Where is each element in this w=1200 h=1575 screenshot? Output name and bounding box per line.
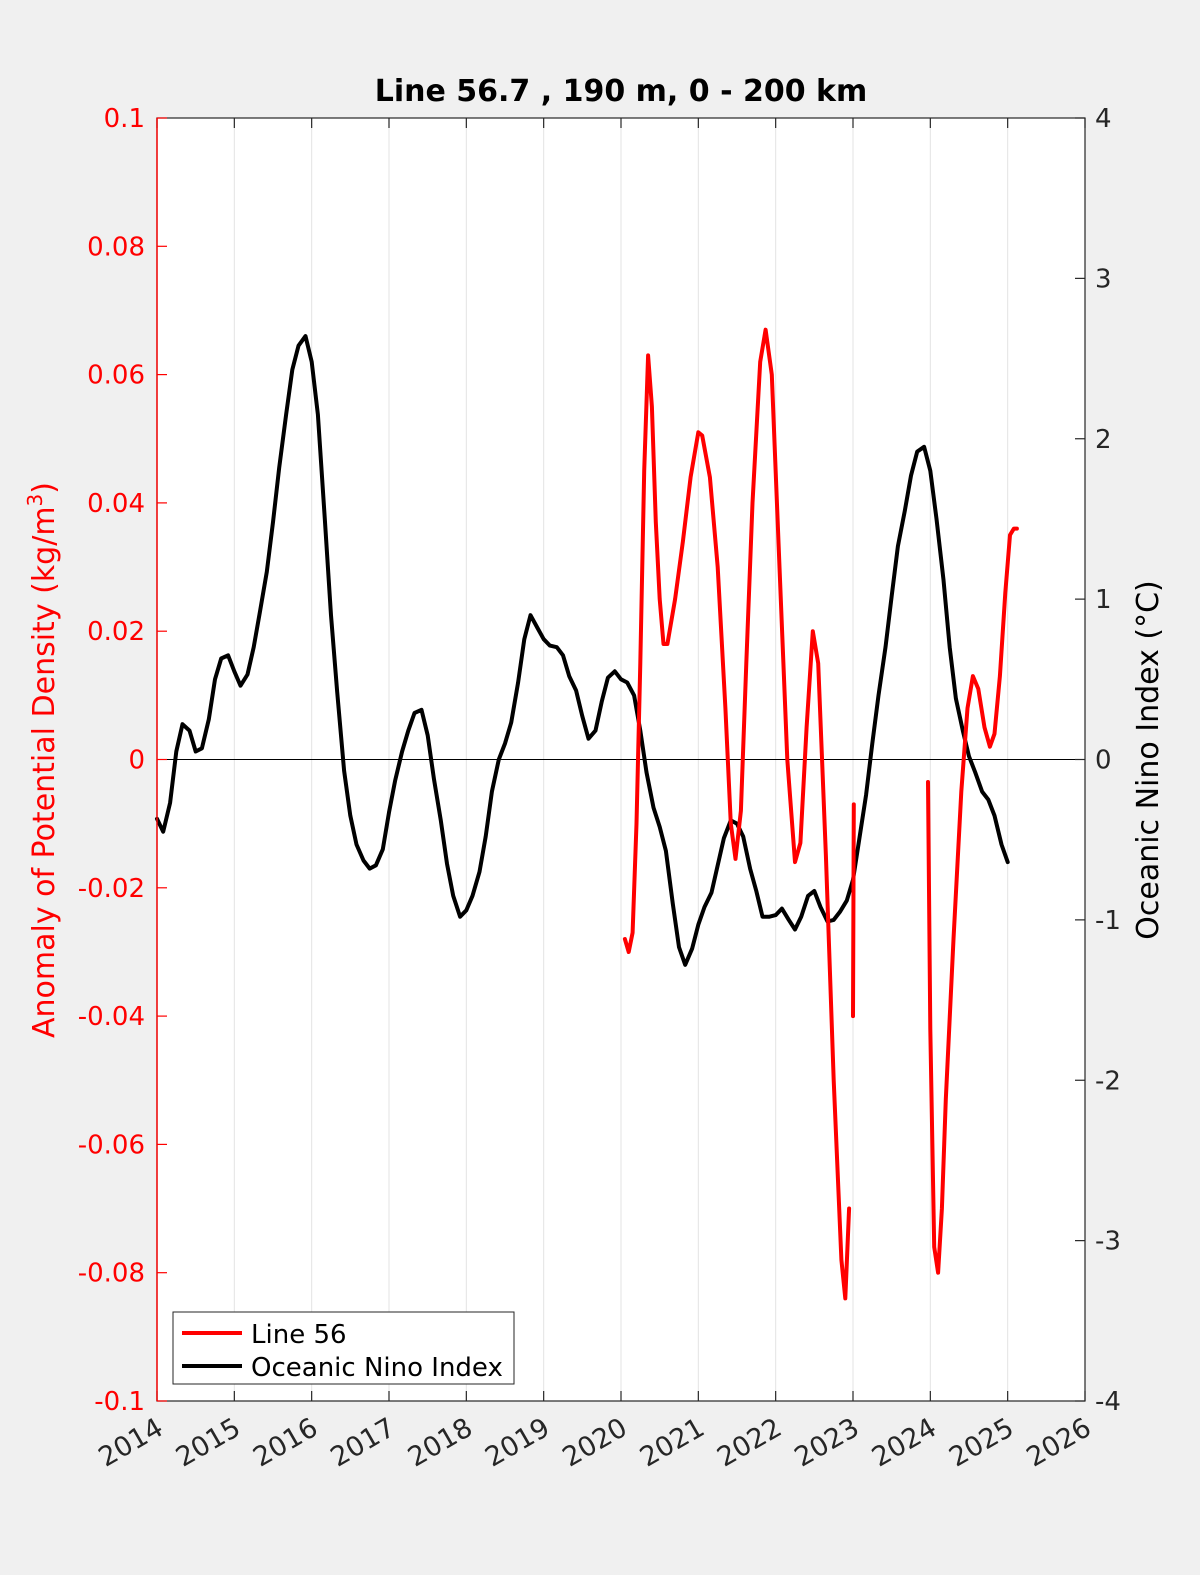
y-left-tick-label: 0.04 [87, 489, 145, 519]
y-axis-left-label-main: Anomaly of Potential Density (kg/m [27, 506, 62, 1038]
y-left-tick-label: -0.06 [78, 1130, 145, 1160]
y-right-tick-label: -1 [1095, 906, 1121, 936]
y-left-tick-label: 0.1 [104, 104, 145, 134]
y-right-tick-label: 3 [1095, 264, 1112, 294]
series-line-line-56 [622, 327, 852, 1301]
series-line-line-56 [851, 802, 856, 1019]
y-axis-right: 4 3 2 1 0 -1 -2 -3 -4 [1075, 104, 1121, 1417]
series-layer [155, 327, 1019, 1301]
y-left-tick-label: -0.08 [78, 1259, 145, 1289]
y-right-tick-label: -2 [1095, 1066, 1121, 1096]
y-left-tick-label: 0.08 [87, 232, 145, 262]
series-line-line-56 [926, 526, 1019, 1275]
chart-title: Line 56.7 , 190 m, 0 - 200 km [375, 74, 868, 109]
y-right-tick-label: -3 [1095, 1227, 1121, 1257]
y-left-tick-label: -0.02 [78, 874, 145, 904]
y-right-tick-label: 0 [1095, 746, 1112, 776]
y-axis-right-label: Oceanic Nino Index (°C) [1131, 580, 1166, 940]
y-axis-left-label-sup: 3 [23, 494, 47, 507]
y-axis-left: 0.1 0.08 0.06 0.04 0.02 0 -0.02 -0.04 -0.06 -0.08… [78, 104, 167, 1417]
legend-label-line56: Line 56 [251, 1320, 347, 1350]
y-left-tick-label: 0 [128, 746, 145, 776]
y-left-tick-label: -0.04 [78, 1002, 145, 1032]
legend: Line 56 Oceanic Nino Index [172, 1311, 515, 1385]
y-right-tick-label: 4 [1095, 104, 1112, 134]
series-line-oceanic-nino-index [155, 334, 1010, 967]
legend-label-oni: Oceanic Nino Index [251, 1353, 503, 1383]
y-axis-left-label: Anomaly of Potential Density (kg/m3) [23, 482, 62, 1038]
y-left-tick-label: 0.06 [87, 361, 145, 391]
y-right-tick-label: -4 [1095, 1387, 1121, 1417]
y-right-tick-label: 2 [1095, 425, 1112, 455]
y-left-tick-label: 0.02 [87, 617, 145, 647]
y-axis-left-label-close: ) [27, 482, 62, 494]
y-left-tick-label: -0.1 [94, 1387, 145, 1417]
y-right-tick-label: 1 [1095, 585, 1112, 615]
legend-box [172, 1311, 515, 1385]
